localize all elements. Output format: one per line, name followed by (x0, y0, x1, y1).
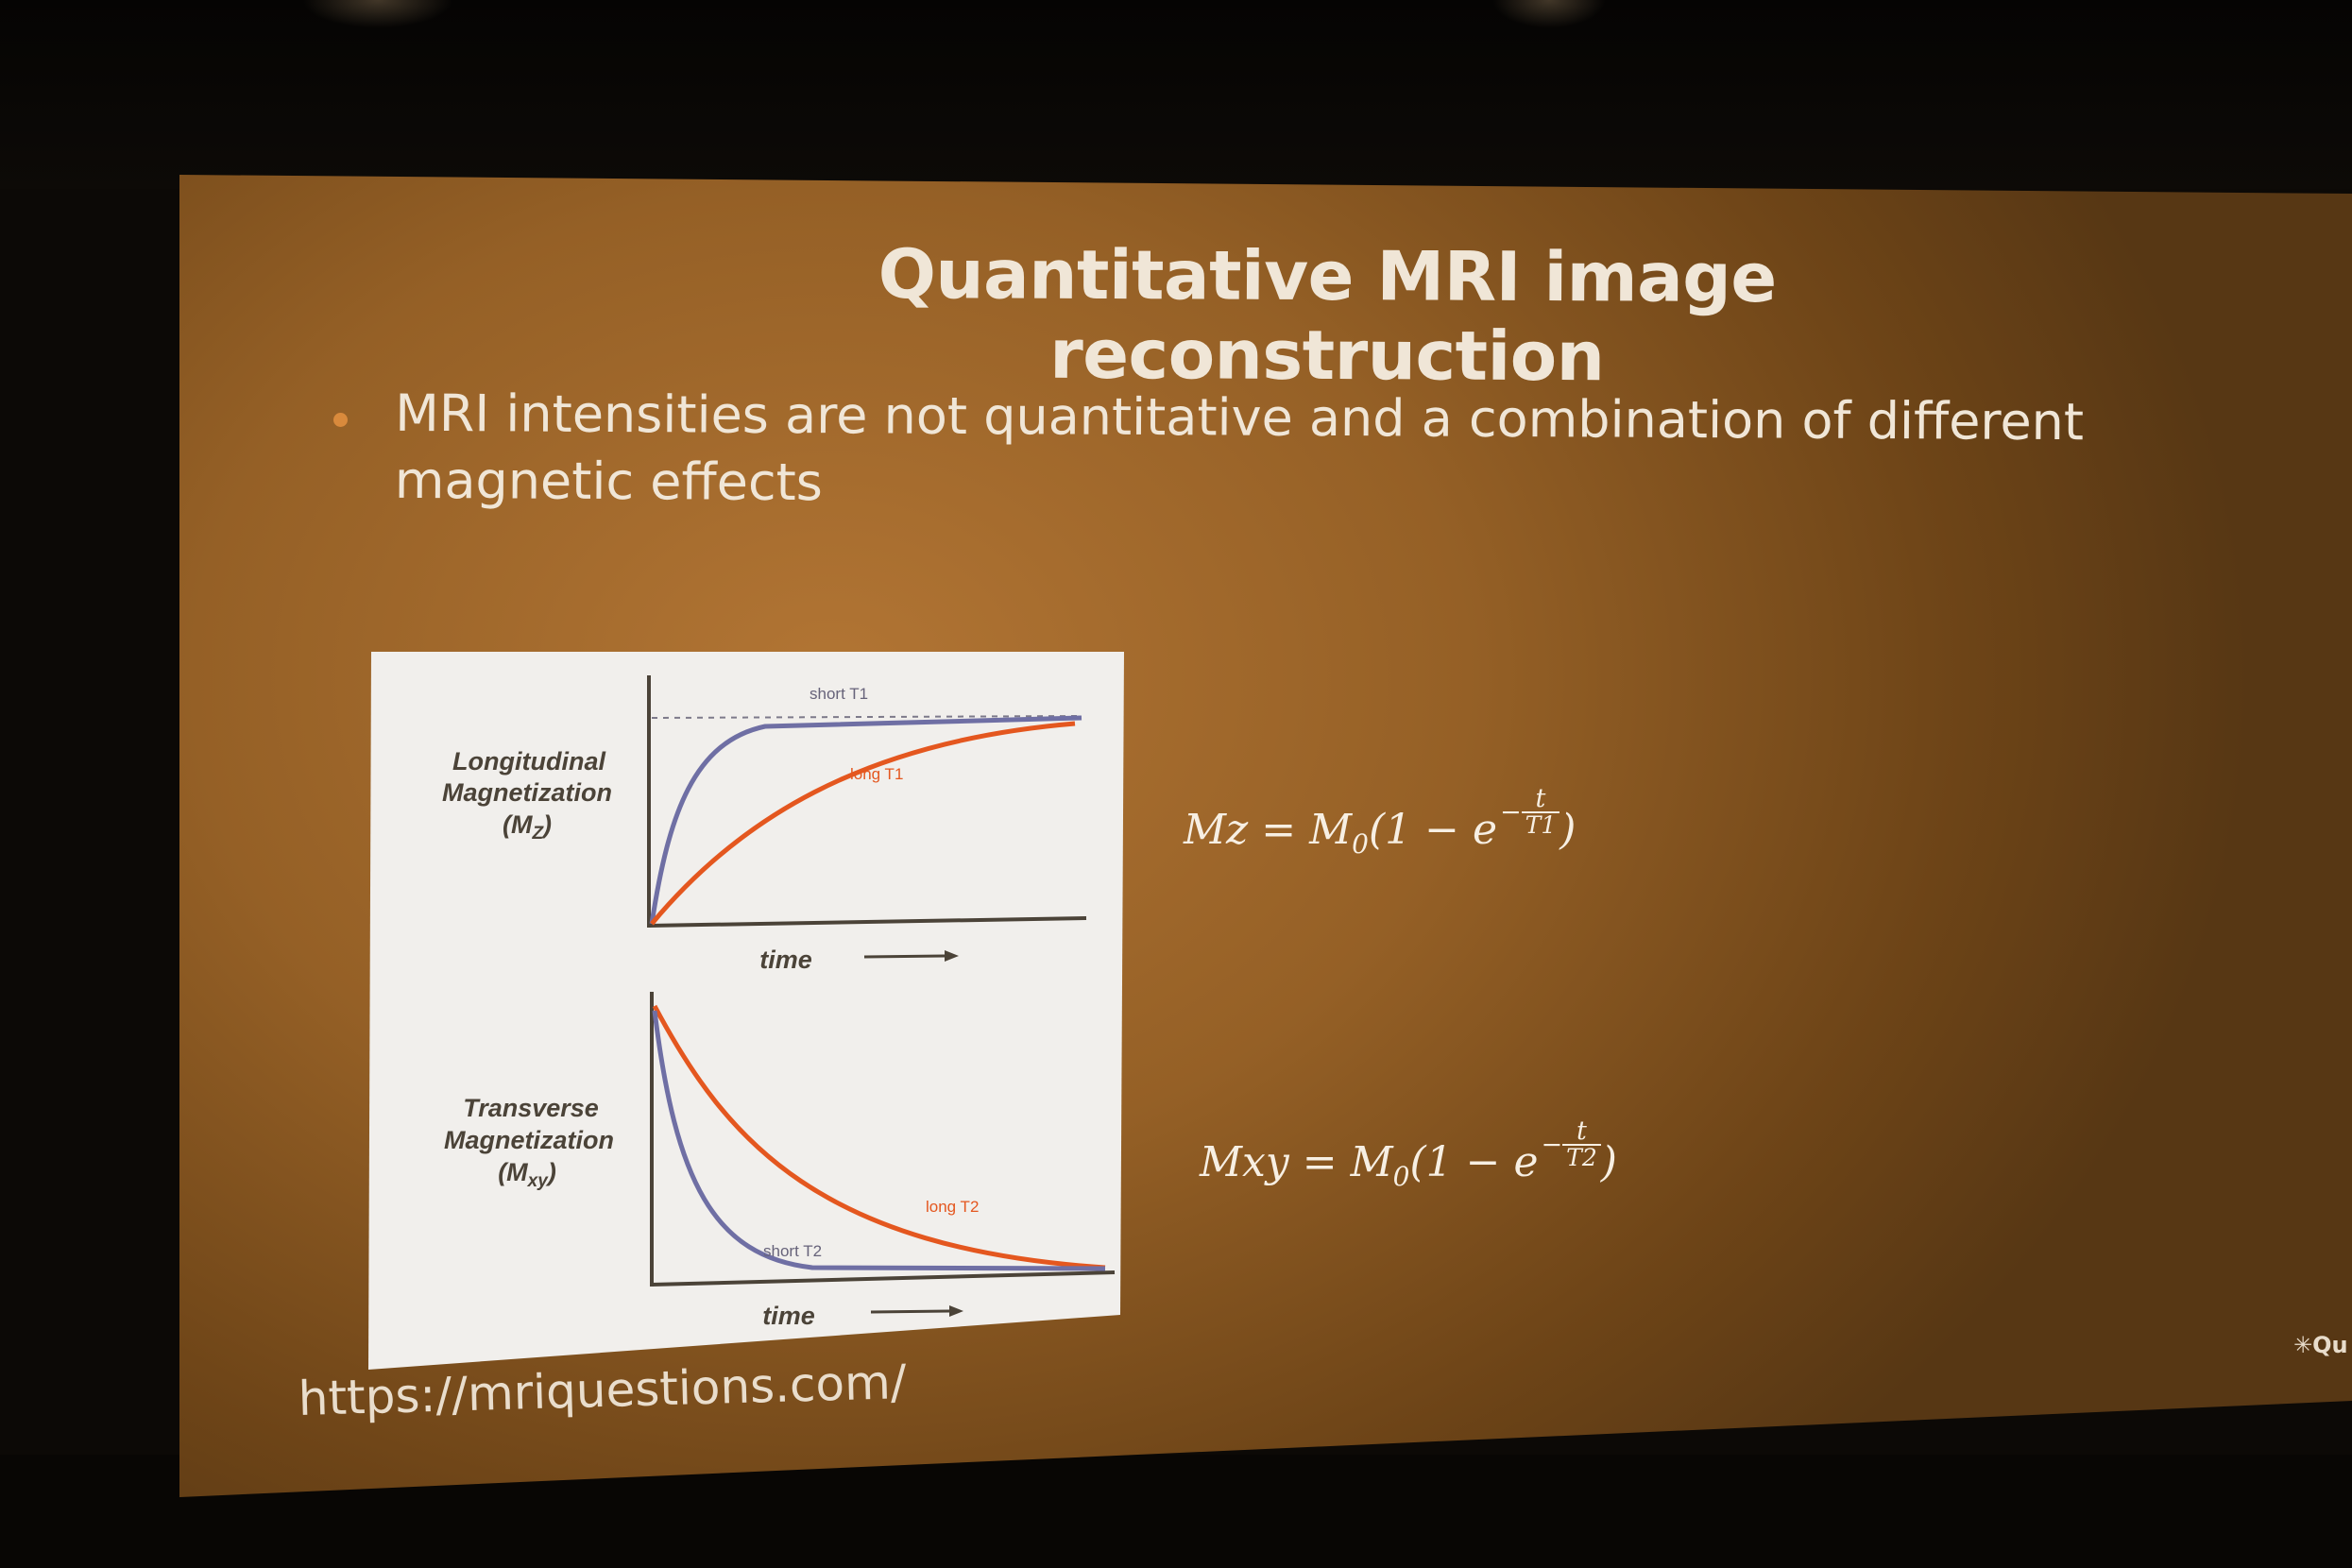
equation-mz-subscript: 0 (1352, 827, 1369, 860)
equation-mz-lhs: Mz (1184, 806, 1249, 854)
top-curve-label-long: long T1 (850, 765, 903, 783)
equation-mz-m: = M (1261, 806, 1353, 854)
top-time-arrow (863, 954, 946, 959)
long-t2-curve (652, 1004, 1106, 1270)
projection-screen: Quantitative MRI image reconstruction MR… (179, 175, 2352, 1497)
equation-mxy-body: (1 − e (1409, 1138, 1539, 1186)
bottom-ylabel-1: Transverse (463, 1094, 599, 1122)
short-t1-curve (649, 715, 1082, 925)
corner-logo: ✳Qu (2293, 1332, 2348, 1358)
equation-mz-close: ) (1559, 806, 1577, 854)
corner-logo-text: Qu (2312, 1332, 2348, 1358)
top-asymptote (651, 715, 1082, 719)
short-t2-curve (652, 1010, 1106, 1271)
equation-mxy-m: = M (1302, 1138, 1393, 1186)
equation-mz-denominator: T1 (1525, 810, 1557, 839)
equation-mxy-subscript: 0 (1392, 1160, 1410, 1192)
top-ylabel-2: Magnetization (442, 778, 612, 807)
equation-mz-exponent: − t T1 (1500, 786, 1560, 839)
equation-mxy-denominator: T2 (1566, 1143, 1597, 1171)
long-t1-curve (650, 721, 1076, 926)
magnetization-figure: short T1 long T1 Longitudinal Magnetizat… (368, 652, 1124, 1370)
bottom-curve-label-long: long T2 (926, 1198, 979, 1216)
bottom-curve-label-short: short T2 (763, 1242, 822, 1260)
top-ylabel-1: Longitudinal (452, 747, 605, 775)
top-x-axis (648, 916, 1087, 928)
bottom-xlabel: time (762, 1302, 815, 1330)
bottom-ylabel-3: (Mxy) (498, 1158, 556, 1191)
equation-mxy-close: ) (1600, 1138, 1617, 1186)
equation-mxy-numerator: t (1562, 1118, 1601, 1146)
bottom-time-arrowhead (949, 1305, 963, 1317)
equation-mz-numerator: t (1521, 786, 1560, 813)
bullet-dot-icon (333, 413, 348, 427)
room-ceiling (0, 0, 2352, 189)
bottom-time-arrow (870, 1309, 950, 1314)
corner-logo-icon: ✳ (2293, 1332, 2313, 1358)
top-ylabel-3: (MZ) (503, 810, 552, 844)
bottom-x-axis (651, 1270, 1116, 1287)
top-time-arrowhead (945, 950, 959, 962)
equation-mxy: Mxy = M0(1 − e − t T2) (1200, 1118, 1617, 1195)
figure-svg: short T1 long T1 Longitudinal Magnetizat… (442, 675, 1116, 1330)
bottom-ylabel-2: Magnetization (444, 1126, 614, 1154)
equation-mz: Mz = M0(1 − e − t T1) (1184, 786, 1577, 862)
slide-title: Quantitative MRI image reconstruction (878, 233, 1777, 397)
equation-mxy-exponent: − t T2 (1542, 1118, 1601, 1171)
equation-mz-body: (1 − e (1368, 806, 1498, 854)
top-xlabel: time (759, 946, 812, 974)
equation-mxy-lhs: Mxy (1200, 1138, 1289, 1186)
bullet-text: MRI intensities are not quantitative and… (394, 383, 2085, 513)
top-curve-label-short: short T1 (810, 685, 868, 703)
